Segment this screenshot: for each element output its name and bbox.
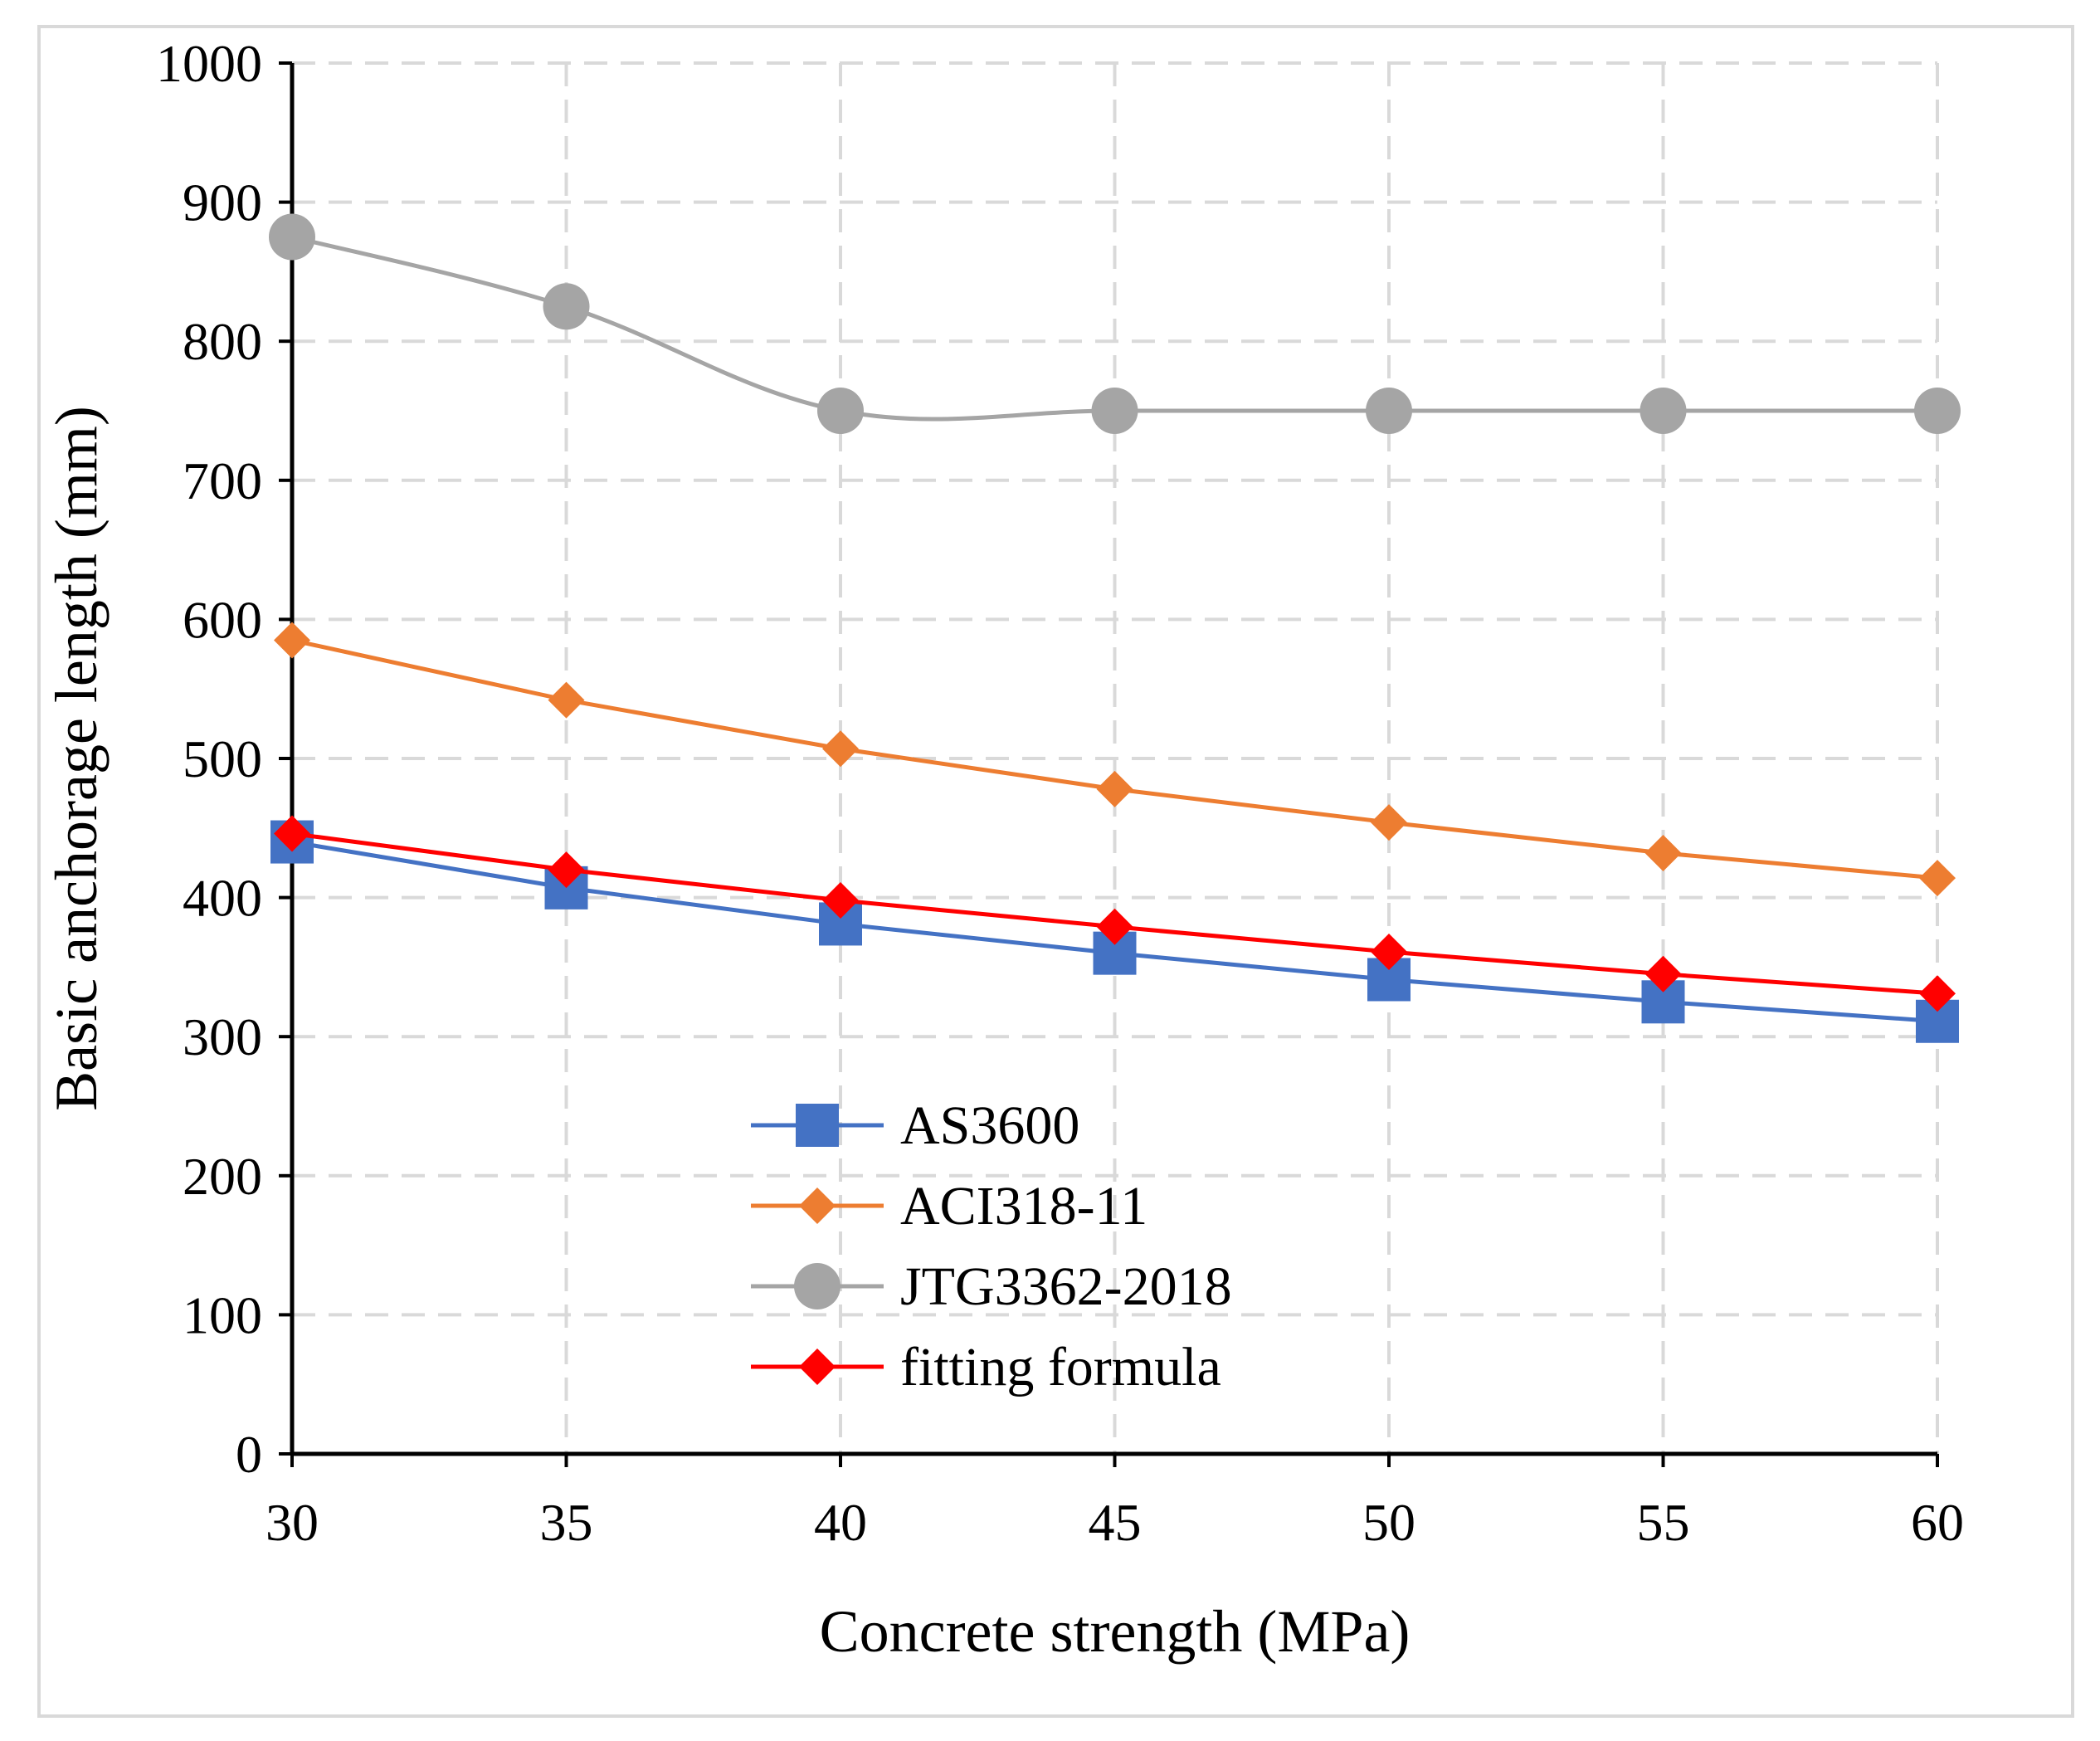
data-point-35 bbox=[548, 851, 585, 889]
x-tick-label: 60 bbox=[1911, 1493, 1964, 1552]
data-point-60 bbox=[1914, 388, 1961, 434]
legend-label: fitting formula bbox=[900, 1337, 1221, 1397]
y-axis-title: Basic anchorage length (mm) bbox=[43, 406, 110, 1111]
legend-entry: AS3600 bbox=[751, 1095, 1079, 1156]
data-point-30 bbox=[269, 213, 315, 261]
y-tick-label: 700 bbox=[183, 451, 262, 510]
y-tick-label: 900 bbox=[183, 173, 262, 232]
series-layer bbox=[269, 213, 1961, 1043]
data-point-50 bbox=[1371, 933, 1407, 970]
grid bbox=[292, 61, 1939, 1454]
y-tick-label: 800 bbox=[183, 312, 262, 371]
legend-label: JTG3362-2018 bbox=[900, 1256, 1232, 1317]
tick-labels: 0 100 200 300 400 500 600 700 800 900 1000 30 35 40 45… bbox=[156, 34, 1964, 1552]
x-axis-title: Concrete strength (MPa) bbox=[820, 1598, 1411, 1665]
data-point-40 bbox=[822, 881, 859, 919]
data-point-35 bbox=[548, 681, 585, 719]
y-tick-label: 1000 bbox=[156, 34, 262, 93]
data-point-60 bbox=[1919, 860, 1956, 897]
legend-marker bbox=[794, 1263, 840, 1309]
y-tick-label: 100 bbox=[183, 1285, 262, 1344]
x-tick-label: 35 bbox=[540, 1493, 593, 1552]
series-jtg3362-2018 bbox=[269, 213, 1961, 434]
y-tick-label: 300 bbox=[183, 1007, 262, 1066]
axes bbox=[279, 61, 1939, 1467]
legend-marker bbox=[799, 1348, 836, 1385]
data-point-45 bbox=[1091, 388, 1138, 434]
data-point-50 bbox=[1366, 388, 1412, 434]
legend-entry: JTG3362-2018 bbox=[751, 1256, 1232, 1317]
legend-label: ACI318-11 bbox=[900, 1176, 1147, 1236]
x-tick-label: 45 bbox=[1089, 1493, 1142, 1552]
legend-entry: ACI318-11 bbox=[751, 1176, 1147, 1236]
x-tick-label: 30 bbox=[266, 1493, 319, 1552]
y-tick-label: 600 bbox=[183, 590, 262, 649]
legend-label: AS3600 bbox=[900, 1095, 1079, 1156]
y-tick-label: 200 bbox=[183, 1147, 262, 1206]
x-tick-label: 50 bbox=[1362, 1493, 1415, 1552]
chart-frame bbox=[37, 25, 2074, 1718]
y-tick-label: 500 bbox=[183, 729, 262, 788]
x-tick-label: 40 bbox=[814, 1493, 867, 1552]
y-tick-label: 0 bbox=[236, 1425, 262, 1484]
data-point-40 bbox=[822, 730, 859, 768]
legend-marker bbox=[796, 1104, 839, 1147]
data-point-55 bbox=[1640, 388, 1687, 434]
x-tick-label: 55 bbox=[1637, 1493, 1690, 1552]
legend: AS3600 ACI318-11 JTG3362-2018 fitting formu… bbox=[751, 1095, 1232, 1397]
series-aci318-11 bbox=[274, 622, 1956, 897]
y-tick-label: 400 bbox=[183, 869, 262, 928]
data-point-50 bbox=[1371, 804, 1407, 841]
data-point-30 bbox=[274, 622, 310, 659]
data-point-60 bbox=[1919, 975, 1956, 1012]
data-point-45 bbox=[1096, 770, 1133, 807]
data-point-55 bbox=[1644, 955, 1682, 992]
legend-marker bbox=[799, 1187, 836, 1224]
data-point-45 bbox=[1096, 908, 1133, 945]
legend-entry: fitting formula bbox=[751, 1337, 1221, 1397]
series-fitting-formula bbox=[274, 815, 1956, 1012]
data-point-35 bbox=[543, 283, 590, 330]
data-point-40 bbox=[817, 388, 864, 434]
data-point-30 bbox=[274, 815, 310, 852]
data-point-55 bbox=[1644, 834, 1682, 871]
